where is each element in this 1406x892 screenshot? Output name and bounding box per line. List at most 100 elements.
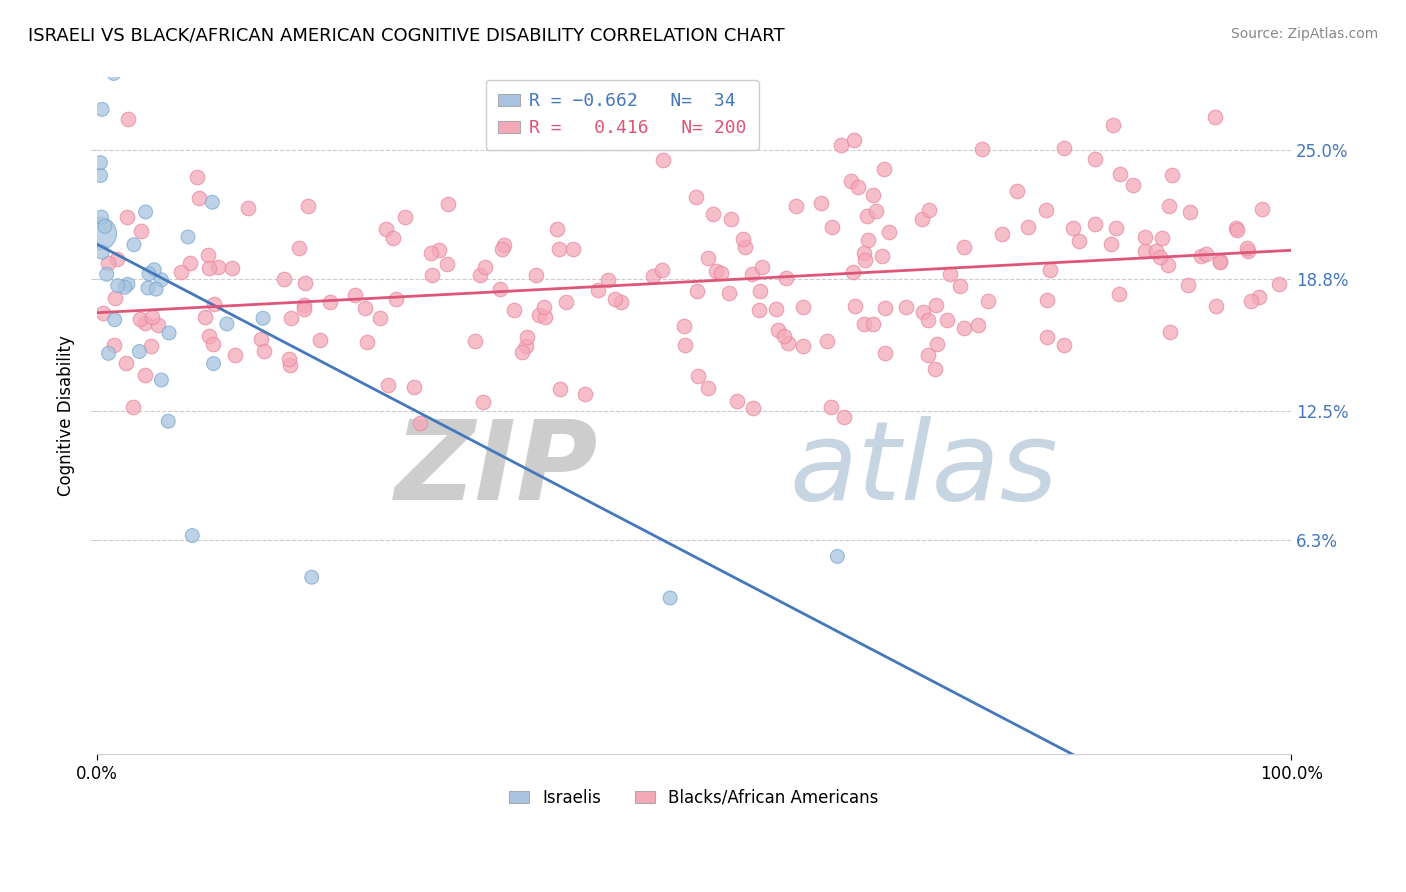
Point [1133,244,1156,258]
Point [1102,118,1125,132]
Point [1236,241,1258,255]
Point [96,267,118,281]
Point [936,313,959,327]
Point [224,348,246,362]
Point [471,395,494,409]
Point [207,260,229,275]
Point [97,256,120,270]
Point [89,227,111,241]
Point [135,205,157,219]
Point [766,322,789,336]
Point [502,303,524,318]
Point [734,240,756,254]
Point [179,256,201,270]
Point [1035,202,1057,217]
Point [105,252,128,266]
Point [115,211,138,225]
Point [1084,217,1107,231]
Point [1268,277,1291,291]
Point [136,281,159,295]
Point [491,242,513,256]
Point [550,382,572,396]
Point [277,351,299,366]
Point [1133,229,1156,244]
Point [894,300,917,314]
Point [776,336,799,351]
Point [1052,337,1074,351]
Point [278,359,301,373]
Point [710,266,733,280]
Point [201,195,224,210]
Point [862,317,884,331]
Point [91,103,114,117]
Point [489,282,512,296]
Point [319,294,342,309]
Point [697,252,720,266]
Point [292,301,315,316]
Point [221,260,243,275]
Point [394,210,416,224]
Point [817,334,839,348]
Point [852,317,875,331]
Point [157,414,180,428]
Text: atlas: atlas [790,417,1059,524]
Point [1146,244,1168,259]
Text: ISRAELI VS BLACK/AFRICAN AMERICAN COGNITIVE DISABILITY CORRELATION CHART: ISRAELI VS BLACK/AFRICAN AMERICAN COGNIT… [28,27,785,45]
Point [918,202,941,217]
Point [1177,278,1199,293]
Point [731,232,754,246]
Point [1099,237,1122,252]
Point [1062,220,1084,235]
Point [474,260,496,274]
Point [872,161,894,176]
Point [107,278,129,293]
Point [561,243,583,257]
Point [1251,202,1274,216]
Point [1017,219,1039,234]
Point [856,233,879,247]
Point [510,345,533,359]
Point [468,268,491,282]
Point [749,284,772,298]
Point [651,262,673,277]
Point [128,344,150,359]
Point [1108,286,1130,301]
Point [524,268,547,283]
Point [672,318,695,333]
Point [128,312,150,326]
Point [377,378,399,392]
Point [598,273,620,287]
Point [924,361,946,376]
Point [103,66,125,80]
Point [148,318,170,332]
Point [187,191,209,205]
Point [862,187,884,202]
Point [138,267,160,281]
Point [294,276,316,290]
Point [704,264,727,278]
Point [420,246,443,260]
Point [875,346,897,360]
Point [830,138,852,153]
Point [516,330,538,344]
Point [533,300,555,314]
Point [720,211,742,226]
Legend: Israelis, Blacks/African Americans: Israelis, Blacks/African Americans [503,782,886,814]
Point [1035,330,1057,344]
Point [842,265,865,279]
Point [150,373,173,387]
Point [97,346,120,360]
Point [1226,223,1249,237]
Point [409,416,432,430]
Point [122,400,145,414]
Point [193,310,215,324]
Point [198,260,221,275]
Point [402,379,425,393]
Point [201,337,224,351]
Point [1157,199,1180,213]
Point [353,301,375,315]
Point [686,285,709,299]
Point [356,334,378,349]
Point [1109,167,1132,181]
Point [381,230,404,244]
